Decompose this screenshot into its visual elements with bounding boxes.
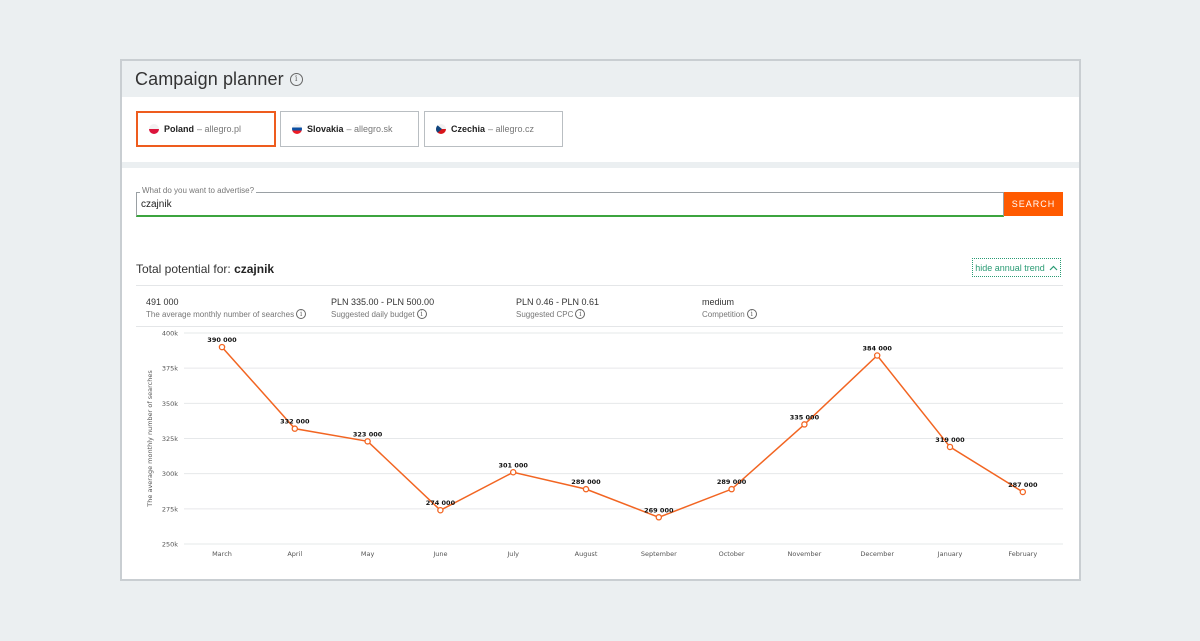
x-tick-label: May <box>361 550 375 558</box>
data-point <box>582 485 590 493</box>
market-selector: Poland – allegro.pl Slovakia – allegro.s… <box>122 97 1079 162</box>
metric-label: Competition i <box>702 309 757 319</box>
x-tick-label: September <box>641 550 677 558</box>
metric-daily-budget: PLN 335.00 - PLN 500.00 Suggested daily … <box>331 297 434 319</box>
data-label: 384 000 <box>862 345 892 353</box>
campaign-planner-panel: Campaign planner i Poland – allegro.pl S… <box>120 59 1081 581</box>
metric-label-text: Suggested CPC <box>516 309 574 319</box>
data-point <box>437 506 444 514</box>
metric-value: 491 000 <box>146 297 179 307</box>
y-tick-label: 275k <box>162 505 178 513</box>
y-tick-label: 300k <box>162 470 178 478</box>
flag-poland-icon <box>149 124 159 134</box>
x-tick-label: January <box>937 550 963 558</box>
x-tick-label: June <box>432 550 447 558</box>
market-button-poland[interactable]: Poland – allegro.pl <box>136 111 276 147</box>
chevron-up-icon <box>1049 265 1058 270</box>
divider <box>136 326 1063 327</box>
total-potential-heading: Total potential for: czajnik <box>136 262 274 276</box>
data-label: 323 000 <box>353 430 383 438</box>
y-tick-label: 350k <box>162 400 178 408</box>
y-tick-label: 250k <box>162 541 178 549</box>
data-label: 335 000 <box>790 413 820 421</box>
page-title: Campaign planner <box>135 68 284 89</box>
info-icon[interactable]: i <box>416 309 427 319</box>
header-bar: Campaign planner i <box>122 61 1079 97</box>
market-domain: – allegro.cz <box>488 124 535 134</box>
market-domain: – allegro.sk <box>346 124 393 134</box>
y-axis-label: The average monthly number of searches <box>146 370 154 508</box>
metric-cpc: PLN 0.46 - PLN 0.61 Suggested CPC i <box>516 297 599 319</box>
data-point <box>1019 488 1027 496</box>
x-tick-label: March <box>212 550 232 558</box>
market-name: Poland <box>164 124 195 134</box>
data-point <box>364 438 371 445</box>
series-line <box>221 346 1024 519</box>
data-point <box>291 425 299 432</box>
trend-toggle-label: hide annual trend <box>975 262 1045 273</box>
data-point <box>509 469 517 476</box>
metric-value: PLN 335.00 - PLN 500.00 <box>331 297 435 307</box>
flag-slovakia-icon <box>292 124 302 134</box>
info-icon[interactable]: i <box>296 309 307 319</box>
search-label: What do you want to advertise? <box>140 186 257 195</box>
metric-label-text: The average monthly number of searches <box>146 309 295 319</box>
y-tick-label: 375k <box>162 365 178 373</box>
data-point <box>801 421 808 428</box>
metric-competition: medium Competition i <box>702 297 757 319</box>
x-tick-label: August <box>575 550 598 558</box>
data-point <box>873 352 881 359</box>
metric-label-text: Competition <box>702 309 745 319</box>
data-point <box>946 443 954 451</box>
metric-value: medium <box>702 297 735 307</box>
search-button[interactable]: SEARCH <box>1004 192 1063 216</box>
market-domain: – allegro.pl <box>197 124 242 134</box>
market-button-slovakia[interactable]: Slovakia – allegro.sk <box>280 111 419 147</box>
info-icon[interactable]: i <box>746 309 757 319</box>
market-name: Slovakia <box>307 124 344 134</box>
search-field[interactable]: What do you want to advertise? <box>136 186 1004 217</box>
x-tick-label: April <box>287 550 302 558</box>
metric-label-text: Suggested daily budget <box>331 309 415 319</box>
data-label: 289 000 <box>571 478 601 486</box>
main-content: What do you want to advertise? SEARCH To… <box>122 168 1079 579</box>
total-potential-keyword: czajnik <box>234 262 275 276</box>
metric-value: PLN 0.46 - PLN 0.61 <box>516 297 600 307</box>
data-label: 269 000 <box>644 506 674 514</box>
info-icon[interactable]: i <box>289 72 303 86</box>
data-label: 274 000 <box>426 499 456 507</box>
metric-label: Suggested daily budget i <box>331 309 434 319</box>
x-tick-label: November <box>787 550 821 558</box>
info-icon[interactable]: i <box>575 309 586 319</box>
x-tick-label: December <box>860 550 894 558</box>
divider <box>136 285 1063 286</box>
total-potential-prefix: Total potential for: <box>136 262 231 276</box>
x-tick-label: July <box>506 550 519 558</box>
y-tick-label: 400k <box>162 330 178 338</box>
metric-label: Suggested CPC i <box>516 309 599 319</box>
data-label: 289 000 <box>717 478 747 486</box>
data-point <box>655 514 663 521</box>
y-tick-label: 325k <box>162 435 178 443</box>
data-point <box>218 343 226 351</box>
data-label: 319 000 <box>935 436 965 444</box>
metric-avg-searches: 491 000 The average monthly number of se… <box>146 297 307 319</box>
data-label: 390 000 <box>207 336 237 344</box>
data-point <box>728 485 735 493</box>
data-label: 301 000 <box>498 461 528 469</box>
flag-czechia-icon <box>436 124 446 134</box>
market-name: Czechia <box>451 124 486 134</box>
metric-label: The average monthly number of searches i <box>146 309 307 319</box>
market-button-czechia[interactable]: Czechia – allegro.cz <box>424 111 563 147</box>
search-input[interactable] <box>141 199 961 210</box>
annual-trend-chart: 400k 375k 350k 325k 300k 275k 250k The average … <box>146 330 1063 558</box>
hide-annual-trend-button[interactable]: hide annual trend <box>972 258 1061 277</box>
x-tick-label: October <box>719 550 745 558</box>
data-label: 287 000 <box>1008 481 1038 489</box>
data-label: 332 000 <box>280 418 310 426</box>
x-tick-label: February <box>1008 550 1037 558</box>
